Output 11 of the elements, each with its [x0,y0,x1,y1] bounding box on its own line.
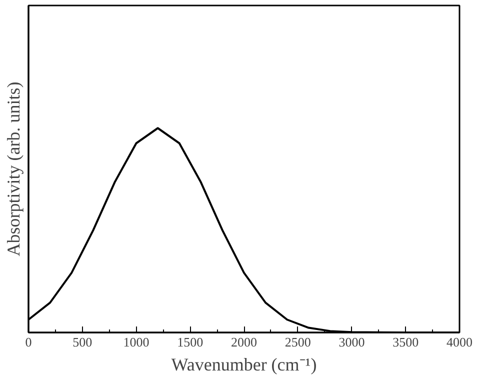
x-tick-label: 2500 [284,334,311,350]
y-axis-title: Absorptivity (arb. units) [4,82,24,256]
x-axis-title: Wavenumber (cm⁻¹) [171,354,317,374]
x-tick-label: 4000 [446,334,472,350]
x-tick-label: 3000 [338,334,365,350]
x-tick-label: 3500 [392,334,419,350]
x-tick-label: 0 [25,334,32,350]
x-tick-label: 1000 [123,334,150,350]
x-tick-label: 1500 [177,334,204,350]
x-tick-label: 500 [72,334,92,350]
x-tick-label: 2000 [231,334,257,350]
